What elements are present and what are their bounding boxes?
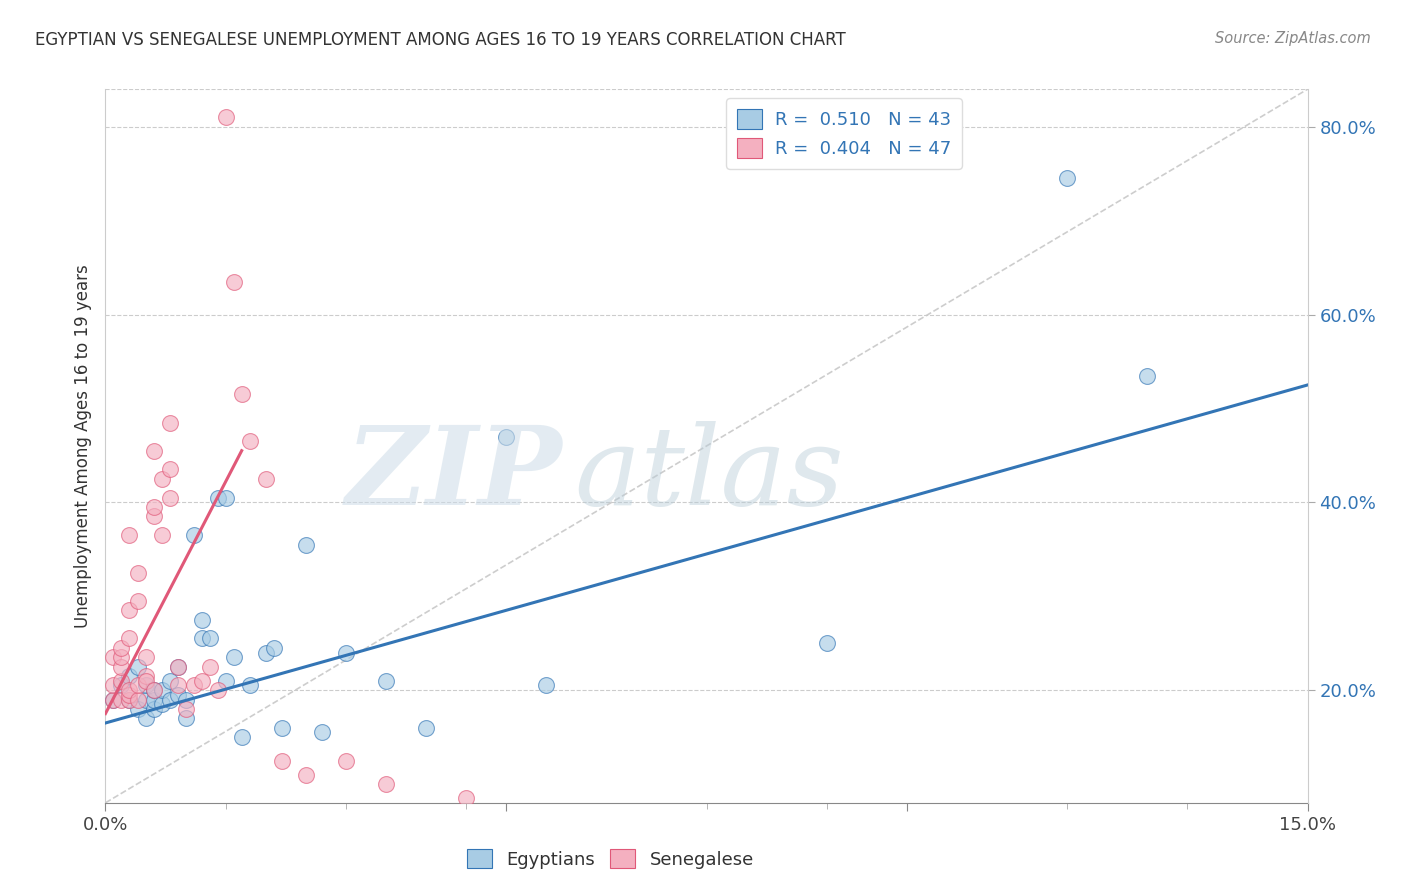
Point <box>295 538 318 552</box>
Point <box>415 721 437 735</box>
Text: atlas: atlas <box>574 421 844 528</box>
Point <box>207 683 229 698</box>
Point <box>270 721 292 735</box>
Point <box>135 650 157 665</box>
Point <box>239 678 262 692</box>
Point <box>135 711 157 725</box>
Point <box>239 434 262 449</box>
Text: ZIP: ZIP <box>346 421 562 528</box>
Point <box>311 725 333 739</box>
Point <box>222 275 245 289</box>
Point <box>1056 171 1078 186</box>
Text: Source: ZipAtlas.com: Source: ZipAtlas.com <box>1215 31 1371 46</box>
Point <box>103 692 125 706</box>
Point <box>142 683 165 698</box>
Point <box>190 673 212 688</box>
Point <box>127 566 149 580</box>
Point <box>335 646 357 660</box>
Point <box>135 692 157 706</box>
Point <box>127 692 149 706</box>
Point <box>118 669 141 683</box>
Point <box>214 111 236 125</box>
Point <box>166 659 188 673</box>
Point <box>159 692 181 706</box>
Point <box>254 646 277 660</box>
Point <box>135 669 157 683</box>
Point <box>103 650 125 665</box>
Point <box>190 613 212 627</box>
Point <box>174 711 197 725</box>
Point <box>142 692 165 706</box>
Point <box>127 702 149 716</box>
Point <box>142 443 165 458</box>
Point <box>142 683 165 698</box>
Point <box>183 678 205 692</box>
Point <box>374 777 398 791</box>
Point <box>142 702 165 716</box>
Point <box>110 673 132 688</box>
Point <box>166 688 188 702</box>
Point <box>118 603 141 617</box>
Point <box>263 640 285 655</box>
Point <box>166 678 188 692</box>
Point <box>127 678 149 692</box>
Point <box>118 688 141 702</box>
Point <box>183 528 205 542</box>
Point <box>150 528 173 542</box>
Point <box>118 632 141 646</box>
Point <box>231 730 253 744</box>
Point <box>118 692 141 706</box>
Point <box>207 491 229 505</box>
Point <box>110 650 132 665</box>
Point <box>335 754 357 768</box>
Point <box>103 678 125 692</box>
Point <box>127 659 149 673</box>
Point <box>295 767 318 781</box>
Point <box>815 636 838 650</box>
Point <box>222 650 245 665</box>
Point <box>150 472 173 486</box>
Point <box>198 632 221 646</box>
Point <box>110 640 132 655</box>
Point <box>150 697 173 711</box>
Point <box>174 702 197 716</box>
Point <box>142 509 165 524</box>
Point <box>214 673 236 688</box>
Point <box>118 692 141 706</box>
Y-axis label: Unemployment Among Ages 16 to 19 years: Unemployment Among Ages 16 to 19 years <box>73 264 91 628</box>
Point <box>534 678 557 692</box>
Point <box>159 491 181 505</box>
Point <box>118 528 141 542</box>
Point <box>159 416 181 430</box>
Point <box>214 491 236 505</box>
Point <box>127 594 149 608</box>
Point <box>198 659 221 673</box>
Point <box>135 678 157 692</box>
Point <box>495 429 517 443</box>
Point <box>110 692 132 706</box>
Point <box>454 791 477 805</box>
Point <box>159 673 181 688</box>
Point <box>118 683 141 698</box>
Point <box>159 462 181 476</box>
Point <box>166 659 188 673</box>
Point <box>231 387 253 401</box>
Point <box>142 500 165 514</box>
Point <box>103 692 125 706</box>
Text: EGYPTIAN VS SENEGALESE UNEMPLOYMENT AMONG AGES 16 TO 19 YEARS CORRELATION CHART: EGYPTIAN VS SENEGALESE UNEMPLOYMENT AMON… <box>35 31 846 49</box>
Point <box>150 683 173 698</box>
Point <box>110 659 132 673</box>
Point <box>135 673 157 688</box>
Legend: Egyptians, Senegalese: Egyptians, Senegalese <box>460 841 761 876</box>
Point <box>254 472 277 486</box>
Point <box>174 692 197 706</box>
Point <box>374 673 398 688</box>
Point <box>1136 368 1159 383</box>
Point <box>110 678 132 692</box>
Point <box>270 754 292 768</box>
Point <box>190 632 212 646</box>
